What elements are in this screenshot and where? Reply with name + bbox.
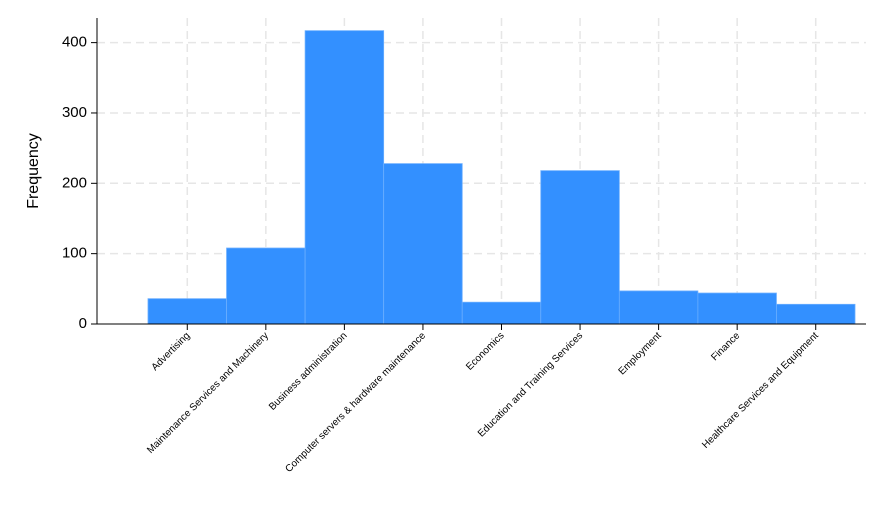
bar bbox=[226, 247, 306, 325]
bar bbox=[304, 30, 385, 325]
x-tick-label: Business administration bbox=[267, 330, 349, 412]
bar bbox=[461, 301, 542, 325]
y-tick-label: 300 bbox=[62, 104, 87, 121]
bar bbox=[618, 290, 699, 325]
x-tick-label: Employment bbox=[617, 330, 664, 377]
y-tick-label: 400 bbox=[62, 34, 87, 51]
y-tick-label: 200 bbox=[62, 174, 87, 191]
x-tick-label: Maintenance Services and Machinery bbox=[145, 330, 271, 456]
bar bbox=[697, 292, 777, 325]
bar bbox=[540, 170, 620, 325]
x-tick-label: Computer servers & hardware maintenance bbox=[284, 330, 429, 475]
x-tick-label: Finance bbox=[709, 330, 742, 363]
y-tick-label: 100 bbox=[62, 245, 87, 262]
y-tick-label: 0 bbox=[79, 315, 87, 332]
x-tick-label: Advertising bbox=[150, 330, 193, 373]
bar bbox=[776, 303, 856, 325]
x-tick-label: Economics bbox=[464, 330, 506, 372]
bar bbox=[383, 163, 463, 325]
y-axis-label: Frequency bbox=[25, 133, 42, 209]
bar bbox=[147, 298, 227, 325]
